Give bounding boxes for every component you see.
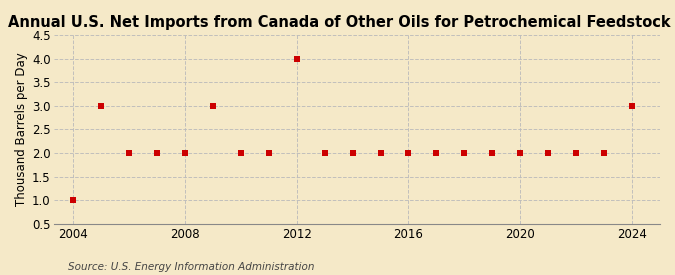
Point [515,151,526,155]
Point [626,104,637,108]
Point [124,151,134,155]
Point [180,151,190,155]
Point [68,198,78,202]
Point [319,151,330,155]
Point [96,104,107,108]
Point [487,151,497,155]
Point [599,151,610,155]
Point [375,151,386,155]
Point [207,104,218,108]
Point [292,57,302,61]
Point [459,151,470,155]
Point [571,151,582,155]
Point [403,151,414,155]
Title: Annual U.S. Net Imports from Canada of Other Oils for Petrochemical Feedstock Us: Annual U.S. Net Imports from Canada of O… [7,15,675,30]
Point [152,151,163,155]
Point [236,151,246,155]
Point [431,151,442,155]
Y-axis label: Thousand Barrels per Day: Thousand Barrels per Day [15,53,28,206]
Point [263,151,274,155]
Point [347,151,358,155]
Text: Source: U.S. Energy Information Administration: Source: U.S. Energy Information Administ… [68,262,314,272]
Point [543,151,554,155]
